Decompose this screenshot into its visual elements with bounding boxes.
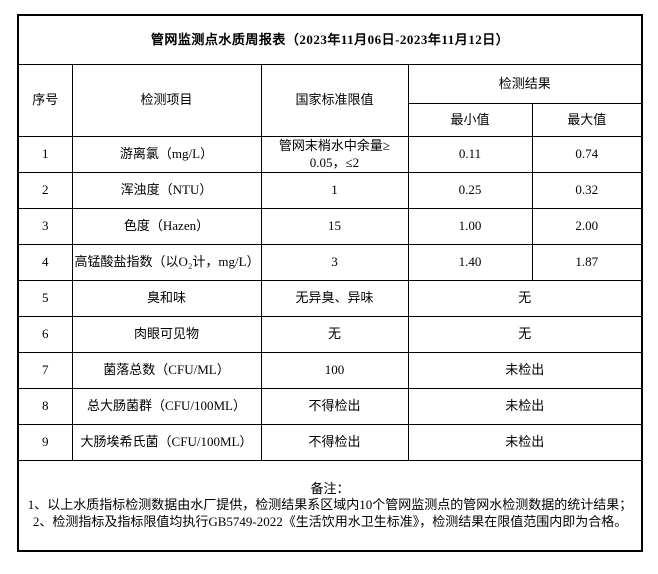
cell-result: 无 bbox=[407, 316, 643, 353]
cell-item: 肉眼可见物 bbox=[71, 316, 262, 353]
cell-min: 0.25 bbox=[407, 172, 533, 209]
cell-item: 高锰酸盐指数（以O₂计，mg/L） bbox=[71, 244, 262, 281]
cell-standard: 无异臭、异味 bbox=[260, 280, 409, 317]
cell-standard: 不得检出 bbox=[260, 388, 409, 425]
cell-standard: 不得检出 bbox=[260, 424, 409, 461]
remarks-note-2: 2、检测指标及指标限值均执行GB5749-2022《生活饮用水卫生标准》，检测结… bbox=[32, 513, 628, 529]
water-quality-table: 管网监测点水质周报表（2023年11月06日-2023年11月12日） 序号 检… bbox=[17, 14, 644, 552]
cell-item: 色度（Hazen） bbox=[71, 208, 262, 245]
page-title: 管网监测点水质周报表（2023年11月06日-2023年11月12日） bbox=[17, 14, 643, 65]
header-min: 最小值 bbox=[407, 103, 533, 137]
cell-item: 臭和味 bbox=[71, 280, 262, 317]
remarks-cell: 备注： 1、以上水质指标检测数据由水厂提供，检测结果系区域内10个管网监测点的管… bbox=[17, 460, 643, 552]
header-row-2: 最小值 最大值 bbox=[18, 103, 643, 137]
header-result: 检测结果 bbox=[407, 64, 643, 104]
cell-standard: 1 bbox=[260, 172, 409, 209]
table-row: 7 菌落总数（CFU/ML） 100 未检出 bbox=[17, 352, 643, 389]
cell-result: 未检出 bbox=[407, 424, 643, 461]
cell-min: 0.11 bbox=[407, 136, 533, 173]
cell-no: 7 bbox=[17, 352, 73, 389]
cell-standard: 管网末梢水中余量≥ 0.05，≤2 bbox=[260, 136, 409, 173]
cell-standard: 无 bbox=[260, 316, 409, 353]
cell-no: 6 bbox=[17, 316, 73, 353]
cell-result: 未检出 bbox=[407, 352, 643, 389]
cell-max: 1.87 bbox=[531, 244, 643, 281]
cell-standard: 3 bbox=[260, 244, 409, 281]
cell-no: 5 bbox=[17, 280, 73, 317]
remarks-note-1: 1、以上水质指标检测数据由水厂提供，检测结果系区域内10个管网监测点的管网水检测… bbox=[27, 497, 633, 513]
header-no: 序号 bbox=[17, 64, 73, 137]
table-row: 9 大肠埃希氏菌（CFU/100ML） 不得检出 未检出 bbox=[17, 424, 643, 461]
cell-max: 2.00 bbox=[531, 208, 643, 245]
cell-max: 0.32 bbox=[531, 172, 643, 209]
table-row: 2 浑浊度（NTU） 1 0.25 0.32 bbox=[17, 172, 643, 209]
table-row: 1 游离氯（mg/L） 管网末梢水中余量≥ 0.05，≤2 0.11 0.74 bbox=[17, 136, 643, 173]
footer-row: 备注： 1、以上水质指标检测数据由水厂提供，检测结果系区域内10个管网监测点的管… bbox=[17, 460, 643, 552]
table-row: 6 肉眼可见物 无 无 bbox=[17, 316, 643, 353]
cell-item: 总大肠菌群（CFU/100ML） bbox=[71, 388, 262, 425]
table-row: 5 臭和味 无异臭、异味 无 bbox=[17, 280, 643, 317]
cell-item: 菌落总数（CFU/ML） bbox=[71, 352, 262, 389]
cell-item: 游离氯（mg/L） bbox=[71, 136, 262, 173]
cell-result: 未检出 bbox=[407, 388, 643, 425]
cell-item: 大肠埃希氏菌（CFU/100ML） bbox=[71, 424, 262, 461]
cell-no: 8 bbox=[17, 388, 73, 425]
cell-max: 0.74 bbox=[531, 136, 643, 173]
remarks-label: 备注： bbox=[310, 481, 350, 497]
cell-no: 1 bbox=[17, 136, 73, 173]
table-row: 3 色度（Hazen） 15 1.00 2.00 bbox=[17, 208, 643, 245]
cell-min: 1.40 bbox=[407, 244, 533, 281]
table-row: 4 高锰酸盐指数（以O₂计，mg/L） 3 1.40 1.87 bbox=[17, 244, 643, 281]
cell-no: 4 bbox=[17, 244, 73, 281]
header-item: 检测项目 bbox=[71, 64, 262, 137]
header-row-1: 序号 检测项目 国家标准限值 检测结果 bbox=[17, 64, 643, 137]
table-row: 8 总大肠菌群（CFU/100ML） 不得检出 未检出 bbox=[17, 388, 643, 425]
cell-result: 无 bbox=[407, 280, 643, 317]
cell-no: 3 bbox=[17, 208, 73, 245]
title-row: 管网监测点水质周报表（2023年11月06日-2023年11月12日） bbox=[17, 14, 643, 65]
cell-no: 2 bbox=[17, 172, 73, 209]
header-standard: 国家标准限值 bbox=[260, 64, 409, 137]
cell-min: 1.00 bbox=[407, 208, 533, 245]
cell-item: 浑浊度（NTU） bbox=[71, 172, 262, 209]
header-max: 最大值 bbox=[531, 103, 643, 137]
cell-no: 9 bbox=[17, 424, 73, 461]
cell-standard: 100 bbox=[260, 352, 409, 389]
cell-standard: 15 bbox=[260, 208, 409, 245]
